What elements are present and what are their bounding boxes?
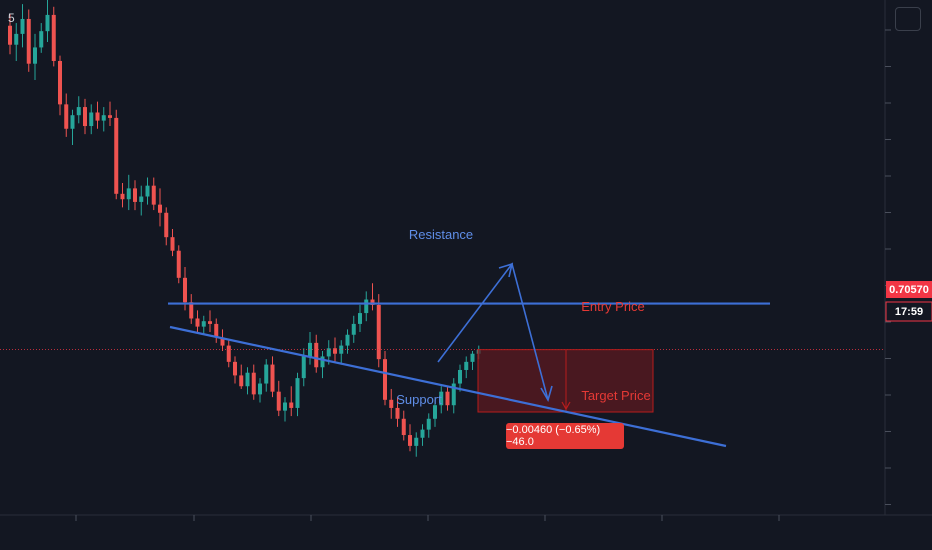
countdown-tag	[885, 301, 932, 322]
candle	[283, 397, 287, 422]
annotation-support: Support	[396, 392, 442, 407]
candle	[426, 413, 431, 438]
candle	[133, 180, 137, 211]
candle	[83, 98, 87, 135]
candle	[395, 397, 400, 427]
candle	[458, 364, 462, 392]
candle	[114, 109, 119, 200]
candle	[370, 283, 375, 311]
candle	[383, 351, 387, 406]
candle	[95, 101, 100, 129]
candle	[364, 291, 369, 322]
candle	[33, 33, 37, 80]
candle	[176, 245, 181, 284]
last-price-tag	[886, 281, 932, 298]
candle	[8, 13, 12, 55]
candle	[389, 388, 394, 419]
candle	[158, 188, 162, 227]
candle	[351, 315, 356, 343]
candle	[470, 351, 475, 370]
candle	[276, 380, 281, 417]
measure-badge: −0.00460 (−0.65%) −46.0	[506, 423, 624, 449]
candle	[45, 0, 50, 43]
candle	[120, 182, 125, 208]
price-axis[interactable]: 0.70570 17:59	[884, 0, 932, 515]
candle	[189, 294, 194, 324]
candle	[195, 310, 200, 333]
annotation-target-price: Target Price	[581, 388, 650, 403]
candle	[408, 424, 412, 452]
countdown-value: 17:59	[895, 306, 923, 318]
drawings-layer	[0, 262, 885, 448]
candle	[333, 337, 337, 362]
candle	[414, 432, 419, 457]
candle	[451, 378, 456, 414]
annotation-resistance: Resistance	[409, 227, 473, 242]
candle	[26, 9, 31, 72]
candle	[101, 107, 106, 132]
candle	[251, 364, 256, 400]
candle	[258, 378, 262, 403]
candle	[420, 424, 425, 446]
candle	[208, 310, 212, 333]
candle	[108, 101, 112, 127]
candle	[70, 109, 75, 146]
candle	[139, 185, 144, 216]
candle	[270, 356, 275, 398]
arrowhead-up	[498, 262, 514, 278]
candle	[220, 329, 225, 352]
symbol-fragment: 5	[8, 11, 15, 25]
candle	[464, 356, 469, 379]
candle	[433, 399, 437, 427]
candle	[320, 351, 325, 379]
time-axis[interactable]	[0, 514, 932, 521]
candle	[145, 177, 150, 205]
candle	[439, 386, 444, 414]
candle	[14, 23, 19, 61]
candle	[89, 104, 94, 135]
candle	[170, 229, 175, 257]
candle	[126, 174, 131, 211]
candle	[358, 304, 362, 333]
candle	[58, 55, 62, 116]
candle	[164, 207, 169, 246]
candle	[445, 386, 450, 411]
candle	[20, 4, 25, 48]
candle	[401, 410, 406, 441]
last-price-value: 0.70570	[889, 284, 929, 296]
measure-marker	[561, 401, 571, 411]
candle	[289, 386, 294, 417]
candle	[245, 367, 250, 395]
candle	[151, 177, 156, 211]
candle	[51, 6, 56, 67]
candle	[239, 364, 244, 389]
candle	[308, 332, 312, 365]
candles-layer	[8, 0, 481, 457]
candle	[339, 340, 344, 365]
support-line[interactable]	[169, 325, 727, 448]
candle	[264, 359, 269, 392]
candle	[226, 340, 231, 368]
candle	[64, 93, 69, 137]
candle	[39, 23, 44, 53]
candle	[233, 356, 237, 384]
candle	[301, 348, 306, 387]
candle	[376, 294, 381, 368]
arrowhead-down	[540, 385, 553, 403]
chart-settings-button[interactable]	[895, 7, 921, 31]
candle	[314, 334, 319, 373]
annotation-entry-price: Entry Price	[581, 299, 645, 314]
candle	[201, 315, 206, 335]
candle	[214, 318, 219, 343]
candle	[345, 329, 350, 354]
candle	[76, 96, 81, 124]
candle	[295, 372, 300, 417]
